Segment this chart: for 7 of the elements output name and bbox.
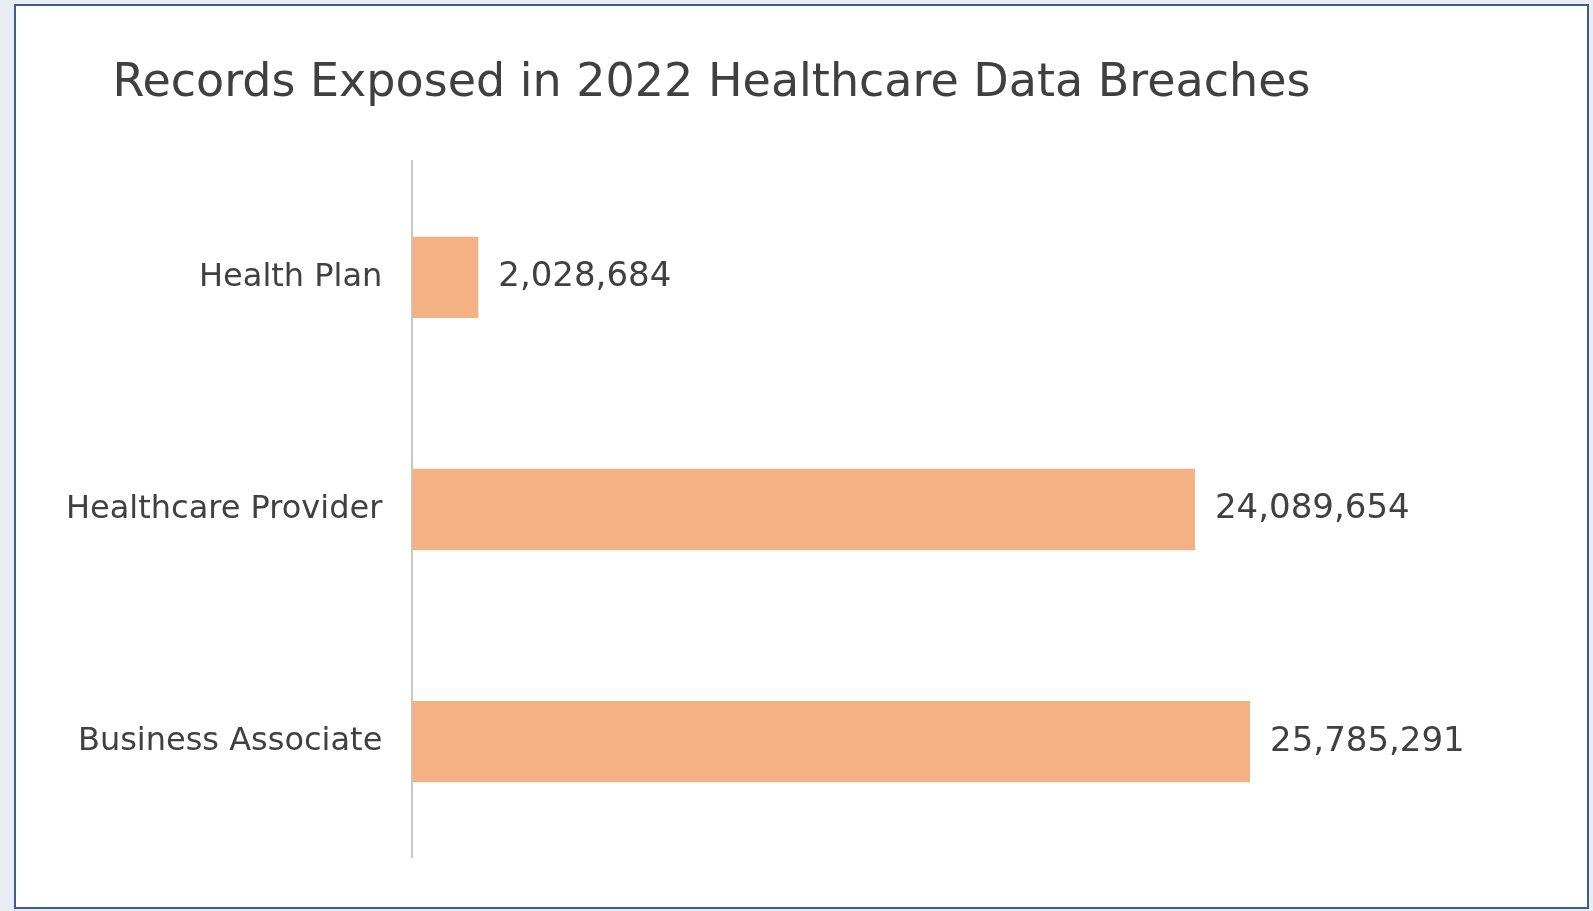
y-tick-label: Healthcare Provider <box>66 487 384 526</box>
y-tick-label: Business Associate <box>77 720 383 759</box>
chart-title: Records Exposed in 2022 Healthcare Data Breaches <box>112 52 1311 107</box>
data-label: 2,028,684 <box>498 254 672 295</box>
data-label: 25,785,291 <box>1270 718 1465 759</box>
y-tick-label: Health Plan <box>199 255 383 294</box>
data-label: 24,089,654 <box>1214 486 1410 527</box>
